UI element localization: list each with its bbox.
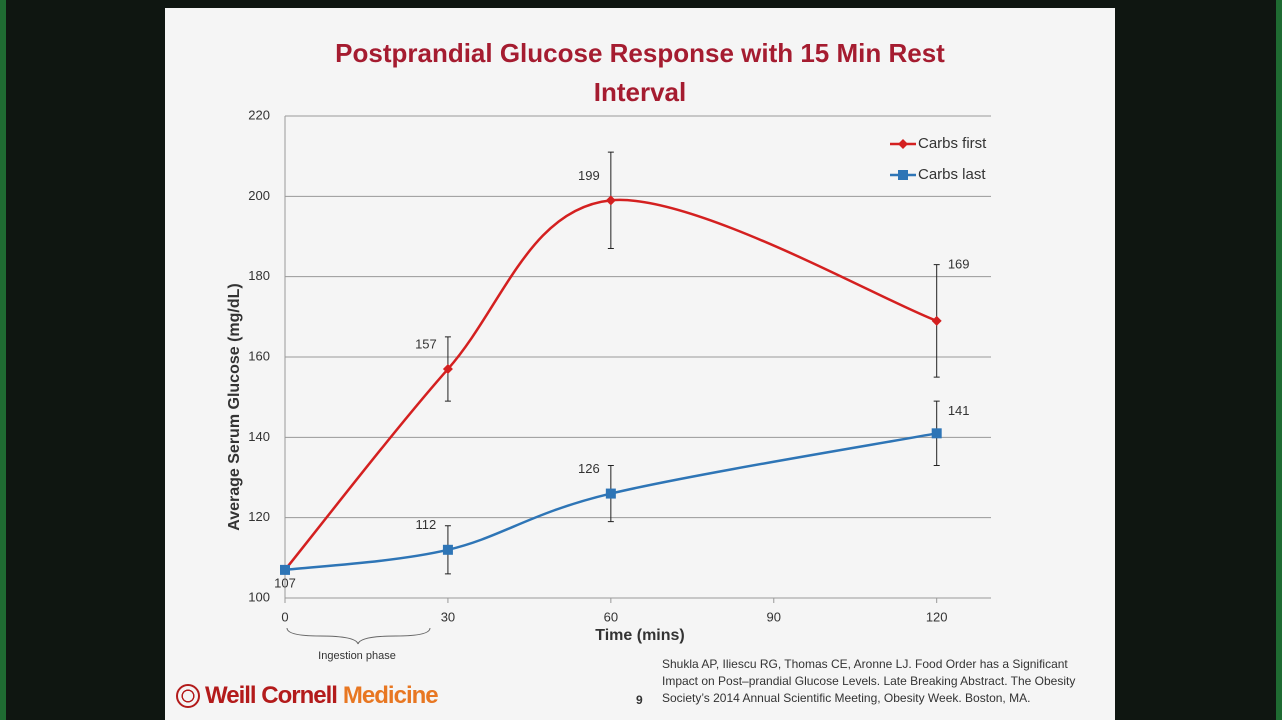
x-tick-label: 120	[926, 609, 948, 624]
x-tick-label: 90	[767, 609, 781, 624]
data-label: 126	[578, 461, 600, 476]
marker	[931, 315, 942, 326]
frame-edge	[0, 0, 6, 720]
marker	[605, 195, 616, 206]
y-tick-label: 220	[248, 107, 270, 122]
data-label: 157	[415, 336, 437, 351]
citation-line: Shukla AP, Iliescu RG, Thomas CE, Aronne…	[662, 657, 1068, 671]
marker	[931, 428, 942, 439]
data-label: 199	[578, 168, 600, 183]
y-tick-label: 140	[248, 429, 270, 444]
logo-suffix: Medicine	[342, 682, 439, 709]
citation: Shukla AP, Iliescu RG, Thomas CE, Aronne…	[662, 656, 1075, 707]
frame-edge	[1276, 0, 1282, 720]
data-label: 112	[416, 517, 437, 532]
y-tick-label: 120	[248, 509, 270, 524]
citation-line: Society’s 2014 Annual Scientific Meeting…	[662, 691, 1031, 705]
marker	[605, 488, 616, 499]
y-tick-label: 100	[248, 589, 270, 604]
y-tick-label: 200	[248, 188, 270, 203]
y-tick-label: 180	[248, 268, 270, 283]
brace	[286, 627, 431, 645]
marker	[442, 364, 453, 375]
x-axis-title: Time (mins)	[595, 627, 685, 644]
logo-seal	[176, 684, 200, 708]
y-axis-title: Average Serum Glucose (mg/dL)	[226, 283, 243, 530]
x-tick-label: 0	[281, 609, 288, 624]
logo: Weill Cornell Medicine	[176, 682, 439, 710]
slide	[165, 8, 1115, 720]
legend-marker	[898, 139, 908, 149]
data-label: 141	[948, 403, 970, 418]
chart-title: Postprandial Glucose Response with 15 Mi…	[335, 38, 945, 107]
x-tick-label: 30	[441, 609, 455, 624]
data-label: 169	[948, 256, 970, 271]
marker	[280, 564, 290, 575]
y-tick-label: 160	[248, 348, 270, 363]
series-line	[284, 198, 938, 571]
legend-label: Carbs first	[918, 135, 987, 152]
legend-label: Carbs last	[918, 166, 986, 183]
logo-name: Weill Cornell	[205, 682, 338, 709]
series-line	[284, 432, 937, 572]
x-tick-label: 60	[604, 609, 618, 624]
citation-line: Impact on Post–prandial Glucose Levels. …	[662, 674, 1076, 688]
page-number: 9	[636, 693, 643, 707]
annotation: Ingestion phase	[318, 650, 396, 662]
marker	[442, 544, 453, 555]
legend-marker	[898, 170, 908, 180]
data-label: 107	[274, 575, 296, 590]
